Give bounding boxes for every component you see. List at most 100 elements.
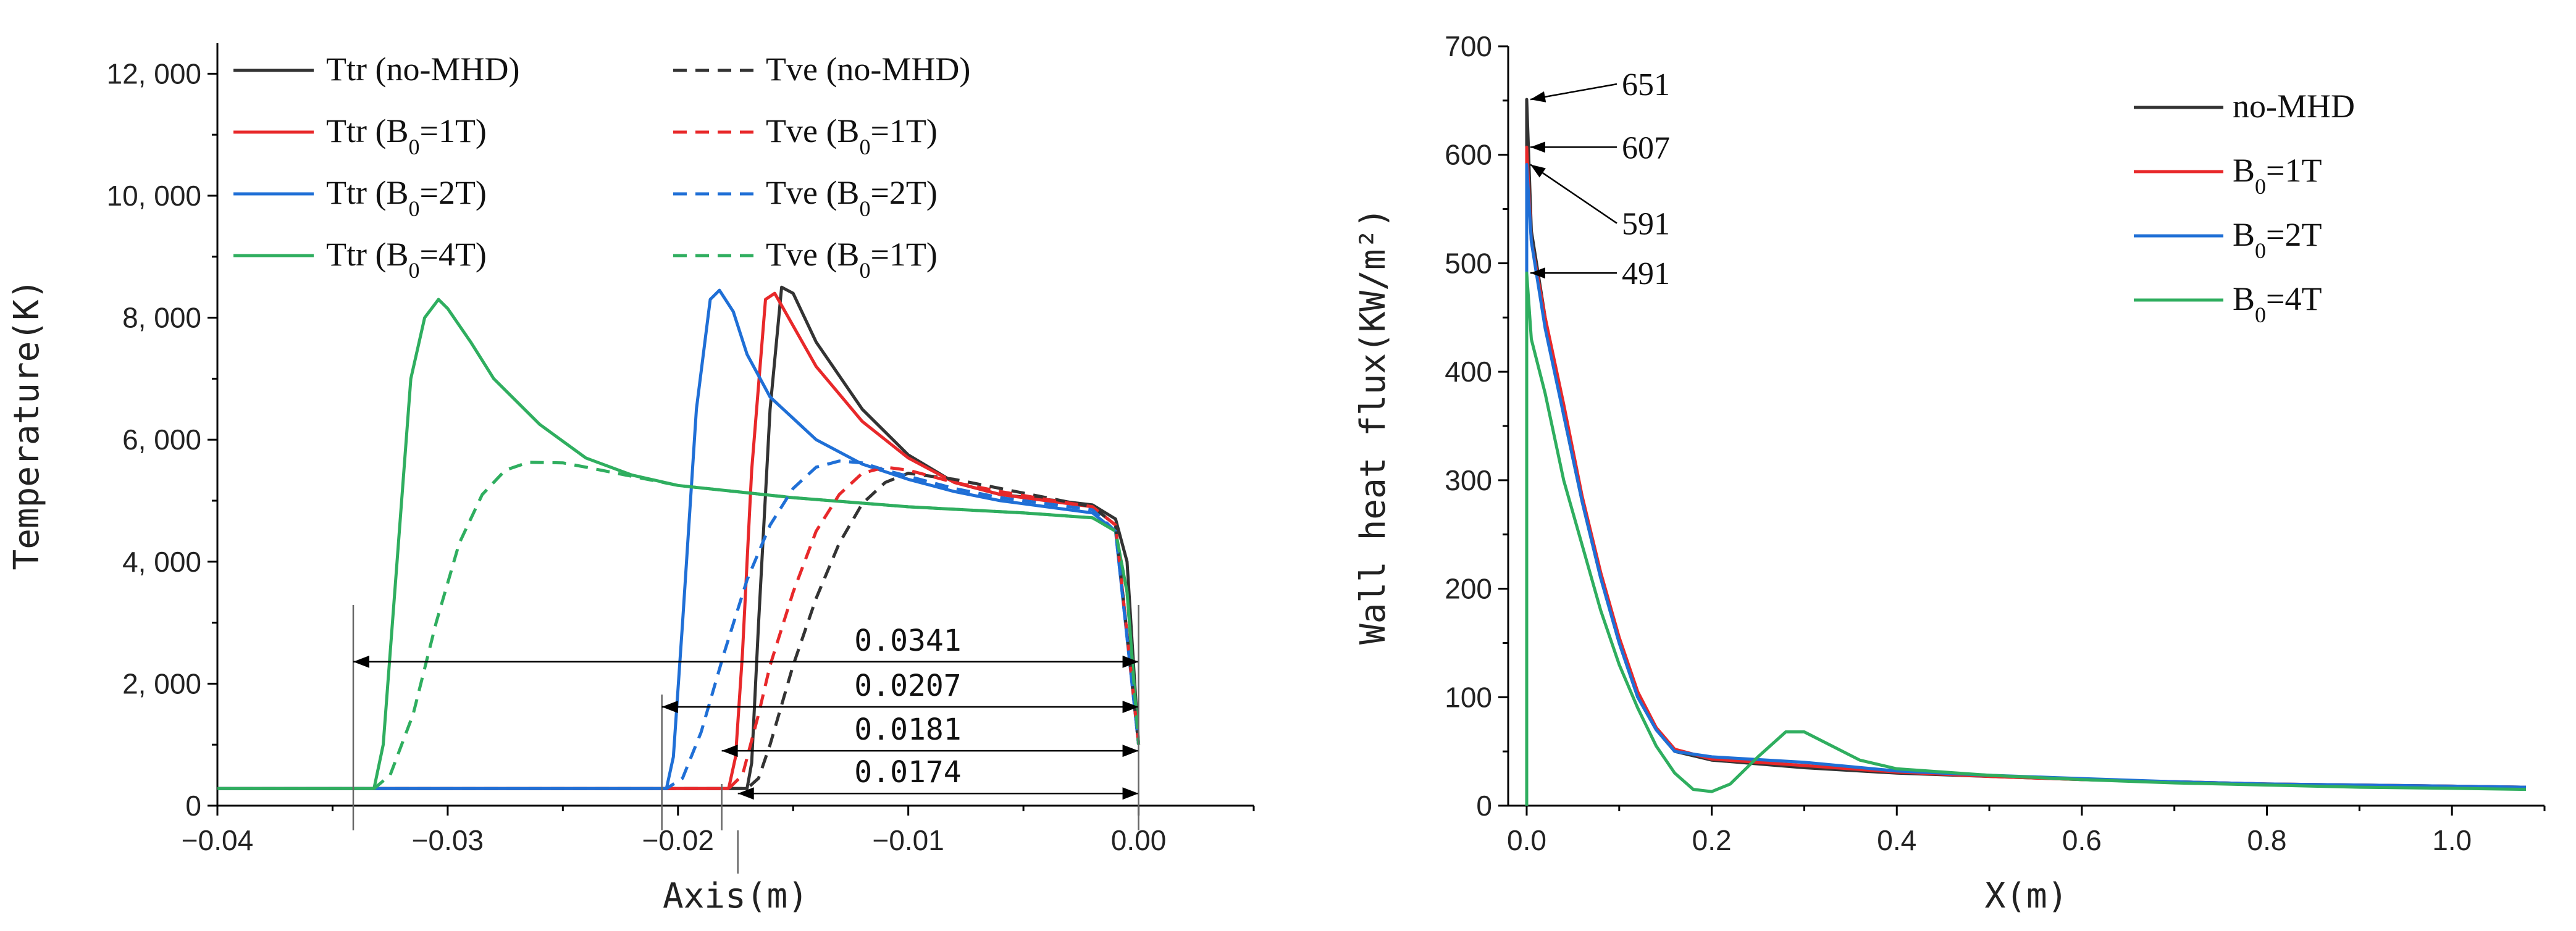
x-tick-label: −0.04	[182, 824, 253, 856]
legend-entry: Ttr (B0=4T)	[326, 236, 487, 283]
legend-entry: Tve (no-MHD)	[766, 51, 970, 88]
y-tick-label: 300	[1445, 464, 1492, 496]
legend-entry-main: Tve (B	[766, 236, 859, 273]
dimension-arrow	[661, 700, 678, 713]
dimension-label: 0.0341	[854, 624, 961, 658]
heat-flux-chart: 0 100 200 300 400 500 600 700 0.0 0.2 0.4 0.6 0.8 1.0…	[1353, 30, 2546, 916]
y-tick-label: 200	[1445, 573, 1492, 605]
y-tick-label: 10, 000	[107, 180, 201, 212]
legend-entry-sub: 0	[859, 196, 870, 221]
peak-pointer	[1530, 164, 1617, 224]
legend-entry-suffix: =4T)	[419, 236, 486, 273]
y-tick-label: 8, 000	[122, 302, 201, 334]
legend-entry-main: Ttr (B	[326, 112, 408, 149]
legend-entry: B0=2T	[2233, 216, 2322, 263]
legend-entry: Tve (B0=1T)	[766, 236, 938, 283]
legend-entry: Ttr (B0=1T)	[326, 112, 487, 159]
y-tick-label: 700	[1445, 30, 1492, 62]
legend-entry: B0=4T	[2233, 280, 2322, 327]
y-tick-label: 6, 000	[122, 424, 201, 456]
legend-entry-suffix: =1T)	[870, 112, 937, 149]
series-line-tve_nomhd	[217, 472, 1141, 790]
series-line-tve_b1	[217, 466, 1141, 790]
y-tick-label: 0	[1476, 790, 1492, 822]
series-line-q_b1	[1525, 145, 2527, 806]
x-axis-title: X(m)	[1985, 876, 2068, 916]
legend-entry-main: no-MHD	[2233, 88, 2355, 125]
temperature-chart: 0 2, 000 4, 000 6, 000 8, 000 10, 000 12, 000 −…	[7, 43, 1255, 916]
y-tick-label: 600	[1445, 139, 1492, 171]
series-line-q_nomhd	[1525, 98, 2527, 806]
peak-arrow	[1530, 267, 1545, 279]
y-axis-title: Wall heat flux(KW/m²)	[1353, 207, 1393, 645]
dimension-arrow	[1122, 655, 1139, 668]
legend-entry: no-MHD	[2233, 88, 2355, 125]
dimension-arrow	[1122, 700, 1139, 713]
series-line-q_b4	[1525, 271, 2527, 806]
legend-entry-main: Tve (no-MHD)	[766, 51, 970, 88]
series-line-ttr_b1	[217, 291, 1141, 790]
legend-entry: Tve (B0=2T)	[766, 174, 938, 221]
legend-entry-sub: 0	[2255, 174, 2266, 199]
peak-arrow	[1530, 91, 1546, 102]
y-tick-label: 500	[1445, 247, 1492, 279]
legend-entry-suffix: =1T)	[870, 236, 937, 273]
legend-entry-suffix: =2T)	[870, 174, 937, 211]
y-tick-label: 4, 000	[122, 546, 201, 578]
x-tick-label: −0.03	[412, 824, 484, 856]
legend-entry-main: Ttr (B	[326, 174, 408, 211]
peak-label: 651	[1622, 67, 1670, 102]
x-axis-title: Axis(m)	[663, 876, 808, 916]
peak-label: 491	[1622, 256, 1670, 291]
legend-entry: Ttr (no-MHD)	[326, 51, 519, 88]
dimension-label: 0.0181	[854, 712, 961, 747]
legend-entry-suffix: =2T)	[419, 174, 486, 211]
legend-entry-main: Tve (B	[766, 174, 859, 211]
x-tick-label: 0.6	[2062, 824, 2102, 856]
legend-entry-sub: 0	[859, 258, 870, 283]
x-tick-label: 0.4	[1877, 824, 1916, 856]
x-tick-label: 0.0	[1507, 824, 1546, 856]
peak-arrow	[1530, 164, 1546, 178]
legend-entry-suffix: =4T	[2266, 280, 2322, 317]
dimension-label: 0.0174	[854, 755, 961, 790]
legend-entry: Tve (B0=1T)	[766, 112, 938, 159]
x-tick-label: 1.0	[2432, 824, 2472, 856]
dimension-label: 0.0207	[854, 669, 961, 703]
legend-entry-suffix: =1T)	[419, 112, 486, 149]
legend-entry: Ttr (B0=2T)	[326, 174, 487, 221]
peak-arrow	[1530, 141, 1545, 153]
y-tick-label: 12, 000	[107, 57, 201, 90]
series-line-ttr_nomhd	[217, 285, 1141, 790]
legend-entry-main: Tve (B	[766, 112, 859, 149]
series-line-ttr_b4	[217, 298, 1141, 790]
legend-entry-main: B	[2233, 216, 2255, 253]
series-line-q_b2	[1525, 163, 2527, 806]
series-line-tve_b4	[217, 461, 1141, 790]
dimension-arrow	[1122, 787, 1139, 800]
peak-label: 591	[1622, 207, 1670, 242]
legend-entry-sub: 0	[2255, 238, 2266, 263]
y-tick-label: 100	[1445, 681, 1492, 713]
legend-entry-sub: 0	[408, 258, 419, 283]
x-tick-label: 0.8	[2247, 824, 2287, 856]
legend-entry-suffix: =2T	[2266, 216, 2322, 253]
dimension-arrow	[353, 655, 370, 668]
y-tick-label: 2, 000	[122, 667, 201, 699]
legend-entry-suffix: =1T	[2266, 152, 2322, 189]
legend-entry-sub: 0	[408, 196, 419, 221]
y-axis-title: Temperature(K)	[7, 278, 47, 570]
x-tick-label: −0.02	[642, 824, 714, 856]
dimension-arrow	[737, 787, 754, 800]
legend-entry-sub: 0	[408, 135, 419, 159]
series-line-ttr_b2	[217, 288, 1141, 790]
legend-entry-main: Ttr (B	[326, 236, 408, 273]
x-tick-label: −0.01	[872, 824, 944, 856]
x-tick-label: 0.2	[1692, 824, 1732, 856]
legend-entry-main: B	[2233, 280, 2255, 317]
legend-entry-main: Ttr (no-MHD)	[326, 51, 519, 88]
y-tick-label: 400	[1445, 356, 1492, 388]
legend-entry: B0=1T	[2233, 152, 2322, 199]
dimension-arrow	[1122, 745, 1139, 758]
